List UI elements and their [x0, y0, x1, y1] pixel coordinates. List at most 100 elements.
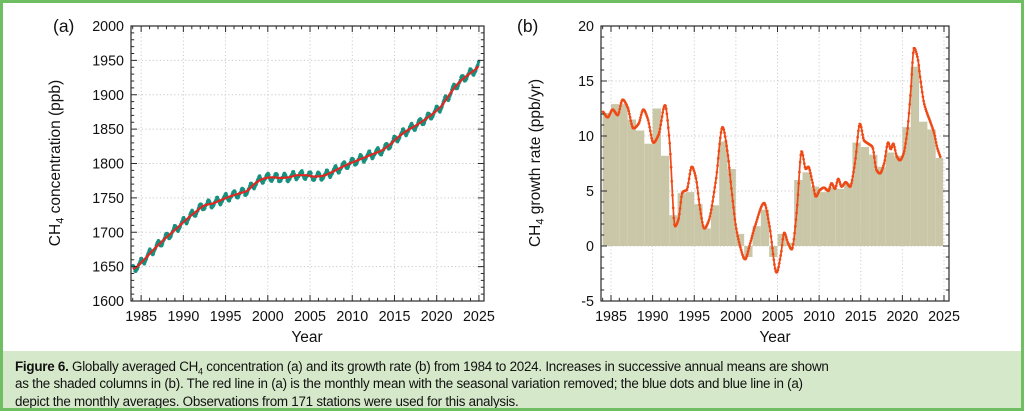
- caption-line-1: Figure 6. Globally averaged CH4 concentr…: [15, 358, 1009, 375]
- y-axis-label-a: CH4 concentration (ppb): [47, 80, 67, 246]
- y-tick-label: 1700: [92, 225, 124, 241]
- bar-1995: [694, 204, 703, 246]
- caption-line-2: as the shaded columns in (b). The red li…: [15, 376, 803, 392]
- y-tick-label: 10: [578, 129, 594, 145]
- bar-1993: [677, 193, 686, 246]
- x-tick-label: 1995: [678, 309, 710, 325]
- bar-2018: [885, 152, 895, 246]
- growth-rate-series: [601, 46, 942, 274]
- x-tick-label: 2015: [845, 309, 877, 325]
- y-axis-label-b: CH4 growth rate (ppb/yr): [527, 79, 547, 247]
- bar-1999: [727, 169, 736, 246]
- x-tick-label: 2020: [886, 309, 918, 325]
- bar-1998: [719, 141, 728, 246]
- bar-1997: [710, 205, 720, 246]
- bar-1986: [619, 104, 628, 246]
- y-tick-label: 15: [578, 74, 594, 90]
- deseasonalized-trend-line: [132, 65, 480, 271]
- bar-2000: [735, 233, 745, 246]
- plot-frame-b: [600, 25, 950, 302]
- bar-1996: [702, 228, 711, 246]
- x-tick-label: 2000: [720, 309, 752, 325]
- tick-labels-b: 1985 1990 1995 2000 2005 2010 2015 2020 2025-505…: [578, 19, 960, 325]
- x-tick-label: 1990: [637, 309, 669, 325]
- caption-figure-label: Figure 6.: [15, 359, 69, 374]
- y-tick-label: 0: [586, 239, 594, 255]
- bar-2010: [819, 192, 828, 246]
- y-tick-label: -5: [581, 294, 594, 310]
- bar-1987: [627, 119, 636, 246]
- x-tick-label: 2010: [336, 309, 368, 325]
- caption-text-1a: Globally averaged CH: [68, 359, 199, 374]
- y-tick-label: 1750: [92, 191, 124, 207]
- bar-2007: [794, 180, 803, 246]
- caption-ch4-subscript: 4: [198, 366, 203, 376]
- ticks-a: [131, 25, 484, 302]
- bar-1991: [660, 155, 670, 246]
- chart-b: 1985 1990 1995 2000 2005 2010 2015 2020 2025-505…: [517, 16, 960, 346]
- bar-2016: [869, 154, 878, 246]
- annual-increase-bars: [602, 66, 944, 257]
- bar-1988: [635, 130, 645, 246]
- bar-2020: [902, 127, 911, 246]
- methane-charts-svg: 1985 1990 1995 2000 2005 2010 2015 2020 20251600…: [47, 16, 960, 346]
- x-tick-label: 2005: [294, 309, 326, 325]
- y-tick-label: 20: [578, 19, 594, 35]
- x-tick-label: 2025: [463, 309, 495, 325]
- x-tick-label: 2000: [252, 309, 284, 325]
- gridlines-a: [131, 26, 484, 301]
- tick-labels-a: 1985 1990 1995 2000 2005 2010 2015 2020 2025 1600…: [92, 19, 495, 325]
- y-tick-label: 1900: [92, 88, 124, 104]
- y-tick-label: 1950: [92, 53, 124, 69]
- growth-rate-dots: [601, 46, 942, 274]
- bar-1992: [669, 215, 678, 246]
- y-tick-label: 1850: [92, 122, 124, 138]
- bar-2014: [852, 142, 861, 246]
- bar-2024: [935, 158, 944, 246]
- panel-label-b: (b): [517, 16, 538, 36]
- panel-label-a: (a): [53, 16, 74, 36]
- bar-2009: [810, 186, 820, 246]
- bar-2006: [785, 242, 795, 246]
- bar-2019: [894, 155, 903, 246]
- x-tick-label: 2015: [379, 309, 411, 325]
- y-tick-label: 1600: [92, 294, 124, 310]
- bar-1984: [602, 112, 611, 247]
- caption-text-1b: concentration (a) and its growth rate (b…: [202, 359, 829, 374]
- bar-2003: [760, 209, 770, 246]
- x-tick-label: 1985: [125, 309, 157, 325]
- bar-2021: [910, 66, 920, 246]
- caption-line-3: depict the monthly averages. Observation…: [15, 393, 519, 409]
- bar-1989: [644, 143, 653, 246]
- bar-1994: [685, 192, 695, 246]
- bar-2012: [835, 188, 845, 246]
- x-tick-label: 2025: [928, 309, 960, 325]
- monthly-average-line: [132, 61, 480, 272]
- x-tick-label: 1985: [595, 309, 627, 325]
- bar-2013: [844, 183, 853, 246]
- x-tick-label: 2010: [803, 309, 835, 325]
- chart-a: 1985 1990 1995 2000 2005 2010 2015 2020 2025 1600…: [47, 16, 495, 346]
- y-tick-label: 1800: [92, 157, 124, 173]
- bar-2011: [827, 187, 836, 246]
- bar-2023: [927, 129, 936, 246]
- y-tick-label: 5: [586, 184, 594, 200]
- bar-2002: [752, 226, 761, 246]
- bar-2015: [860, 147, 870, 246]
- bar-1985: [610, 104, 620, 246]
- bar-1990: [652, 108, 661, 246]
- bar-2008: [802, 172, 811, 246]
- ticks-b: [601, 25, 949, 302]
- figure-caption: Figure 6. Globally averaged CH4 concentr…: [3, 351, 1021, 408]
- x-tick-label: 2005: [762, 309, 794, 325]
- y-tick-label: 1650: [92, 260, 124, 276]
- x-axis-label-b: Year: [759, 329, 790, 346]
- x-axis-label-a: Year: [291, 329, 322, 346]
- y-tick-label: 2000: [92, 19, 124, 35]
- x-tick-label: 2020: [421, 309, 453, 325]
- x-tick-label: 1990: [167, 309, 199, 325]
- x-tick-label: 1995: [210, 309, 242, 325]
- bar-2017: [877, 166, 886, 246]
- bar-2022: [919, 121, 928, 246]
